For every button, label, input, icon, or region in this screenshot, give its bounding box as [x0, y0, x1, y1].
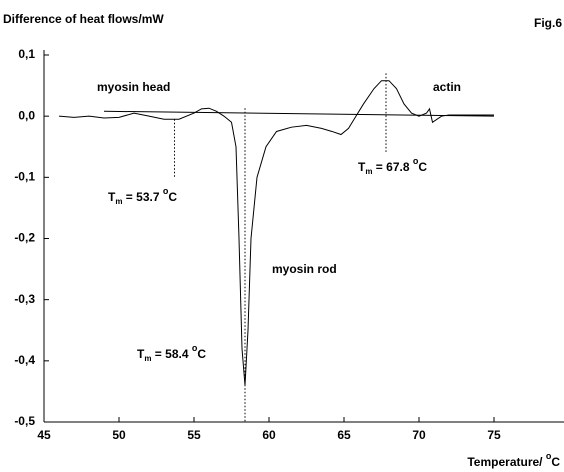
x-tick-label: 60	[262, 428, 276, 442]
x-tick-label: 65	[337, 428, 351, 442]
baseline	[103, 110, 495, 117]
y-tick-label: -0,4	[14, 353, 35, 367]
annotation: Tm = 58.4 oC	[137, 343, 206, 363]
x-tick-label: 55	[187, 428, 201, 442]
peak-label: actin	[433, 80, 461, 94]
y-tick-label: 0,0	[18, 108, 35, 122]
chart-title: Difference of heat flows/mW	[3, 12, 164, 26]
x-axis-label: Temperature/ oC	[467, 451, 560, 469]
x-tick-label: 70	[412, 428, 426, 442]
annotation: Tm = 67.8 oC	[358, 156, 427, 176]
y-tick-label: -0,5	[14, 414, 35, 428]
x-tick-label: 50	[112, 428, 126, 442]
x-tick-label: 75	[487, 428, 501, 442]
figure-label: Fig.6	[534, 16, 562, 30]
y-tick-label: -0,1	[14, 170, 35, 184]
x-tick-label: 45	[37, 428, 51, 442]
peak-label: myosin head	[97, 80, 170, 94]
y-tick-label: -0,2	[14, 231, 35, 245]
annotation: Tm = 53.7 oC	[108, 186, 177, 206]
y-tick-label: 0,1	[18, 47, 35, 61]
line	[58, 80, 494, 386]
peak-label: myosin rod	[272, 262, 337, 276]
y-tick-label: -0,3	[14, 292, 35, 306]
